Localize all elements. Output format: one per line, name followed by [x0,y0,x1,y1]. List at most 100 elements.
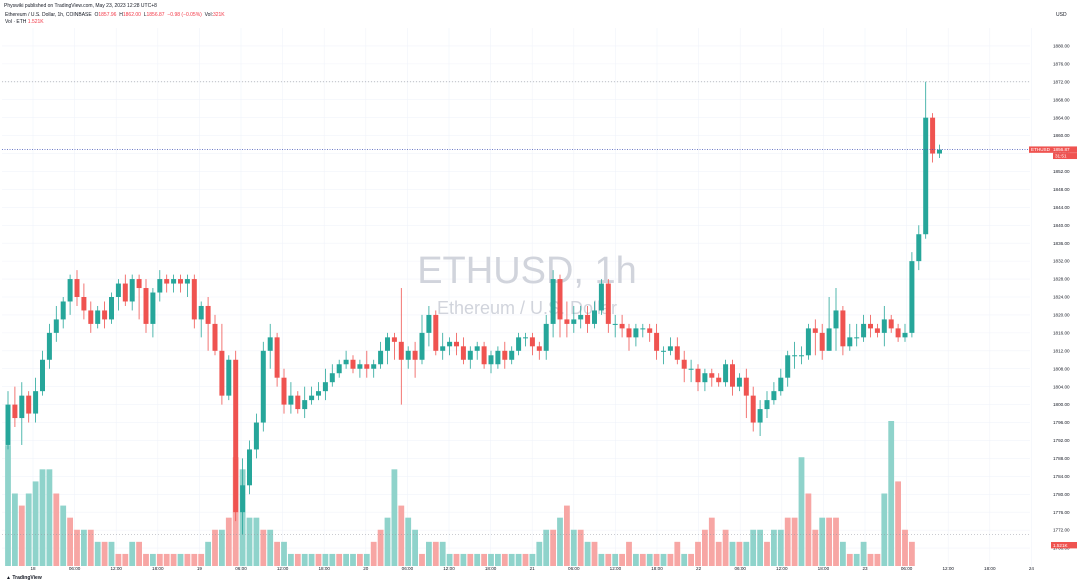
candle-body [253,422,259,450]
candle-body [833,310,839,329]
candle-body [495,350,501,365]
volume-series-name: Vol · ETH [5,19,27,25]
volume-bar [398,505,405,566]
candle-body [60,301,66,320]
x-tick-label: 12:00 [776,566,788,571]
candle-body [695,368,701,383]
candle-body [88,310,94,324]
volume-bar [853,553,860,566]
candle-body [757,409,763,423]
candle-body [329,373,335,383]
candle-body [426,314,432,333]
y-tick-label: 1792.00 [1053,438,1070,443]
x-axis[interactable]: 18 06:00 12:00 18:00 19 06:00 12:00 18:00 20 06:0… [30,566,1034,571]
overlay [2,81,1030,535]
y-tick-label: 1824.00 [1053,295,1070,300]
volume-bar [46,469,53,566]
tradingview-logo[interactable]: ▲ TradingView [6,575,42,581]
volume-bar [322,553,329,566]
volume-bar [370,541,377,566]
volume-bar [902,529,908,566]
y-tick-label: 1840.00 [1053,223,1070,228]
volume-bar [315,553,322,566]
candle-body [385,337,390,351]
candle-body [661,350,666,352]
volume-bar [639,553,646,566]
low-label: L [143,12,147,18]
volume-bar [522,553,529,566]
volume-bar [101,541,108,566]
x-tick-label: 20 [363,566,369,571]
candle-body [198,305,204,320]
volume-bars [5,421,915,566]
y-axis[interactable]: 1880.00 1876.00 1872.00 1868.00 1864.00 1860.… [1029,44,1077,551]
volume-bar [87,529,94,566]
candle-body [288,395,294,405]
volume-bar [329,553,336,566]
candle-body [736,377,742,387]
candle-body [136,279,142,289]
volume-bar [702,529,708,566]
volume-bar [108,541,115,566]
x-tick-label: 21 [530,566,536,571]
y-tick-label: 1808.00 [1053,366,1070,371]
y-tick-label: 1880.00 [1053,44,1070,49]
volume-bar [481,553,487,566]
volume-tag-bg [1051,542,1077,549]
candle-body [640,328,646,330]
volume-bar [426,541,432,566]
volume-bar [163,553,170,566]
y-tick-label: 1784.00 [1053,474,1070,479]
volume-bar [860,541,867,566]
candle-body [598,283,604,311]
candle-body [260,350,266,423]
y-tick-label: 1796.00 [1053,420,1070,425]
x-tick-label: 18:00 [984,566,996,571]
volume-bar [791,517,798,566]
y-tick-label: 1772.00 [1053,528,1070,533]
candle-body [460,346,466,360]
x-tick-label: 06:00 [901,566,913,571]
candle-body [529,337,535,347]
volume-bar [695,541,701,566]
volume-bar [826,517,832,566]
volume-bar [439,541,446,566]
volume-bar [557,517,563,566]
price-tag-bg [1029,146,1077,153]
volume-bar [874,553,881,566]
candle-body [488,355,494,365]
open-label: O [94,12,99,18]
candle-body [467,350,473,360]
candle-body [805,328,811,356]
y-tick-label: 1804.00 [1053,384,1070,389]
volume-bar [474,553,481,566]
volume-bar [688,553,694,566]
candle-body [19,395,25,419]
volume-bar [577,529,584,566]
candle-body [412,350,418,360]
candle-body [578,314,584,320]
volume-bar [570,529,577,566]
candle-body [164,279,170,284]
volume-bar [12,493,18,566]
candle-body [792,355,798,357]
candle-body [191,279,197,320]
volume-bar [150,553,156,566]
candle-body [778,377,784,392]
candle-body [826,328,832,351]
candle-body [481,346,487,365]
volume-bar [267,529,274,566]
volume-bar [715,541,722,566]
volume-bar [536,541,543,566]
volume-legend: Vol · ETH 1.521K [5,19,44,25]
volume-bar [764,541,770,566]
x-tick-label: 06:00 [69,566,81,571]
symbol-legend: Ethereum / U.S. Dollar, 1h, COINBASE O18… [5,12,225,18]
volume-bar [895,481,901,566]
y-tick-label: 1788.00 [1053,456,1070,461]
candle-body [115,283,121,297]
volume-bar [170,553,177,566]
volume-bar [446,553,453,566]
volume-bar [667,553,674,566]
